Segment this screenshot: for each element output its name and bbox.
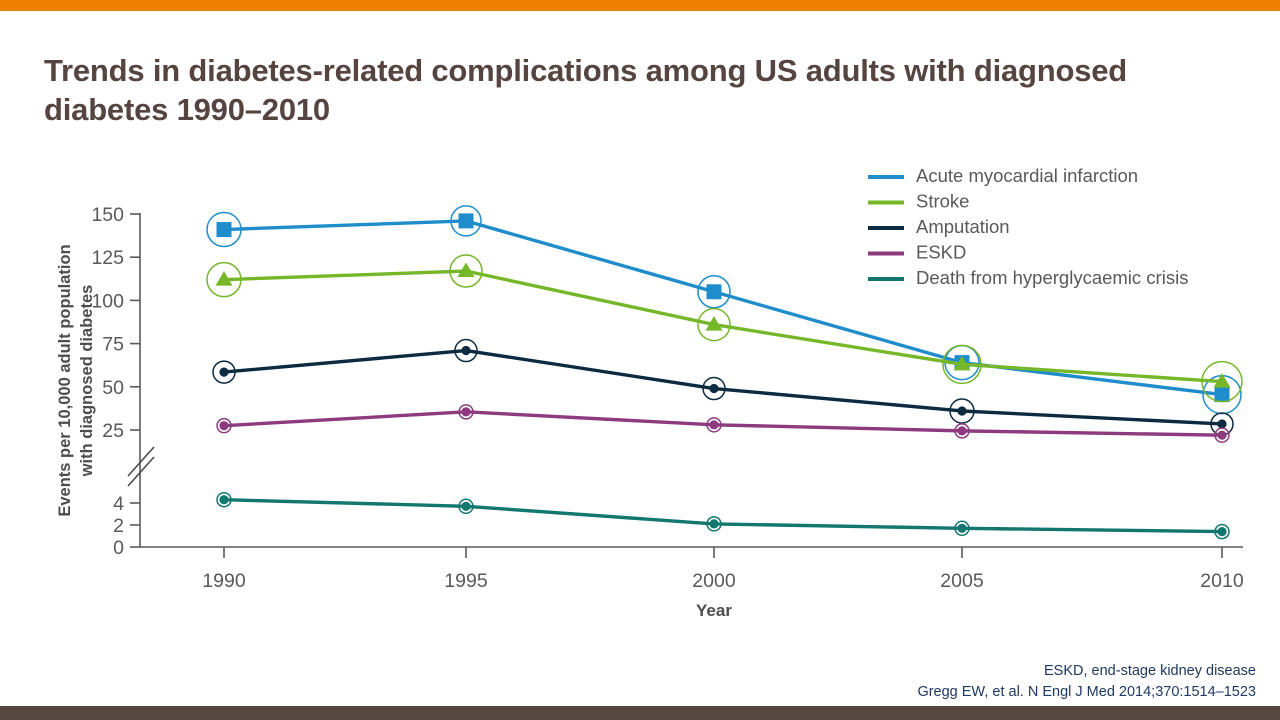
legend-item-2: Stroke	[868, 190, 969, 211]
data-point-marker	[953, 355, 971, 371]
bottom-accent-bar	[0, 706, 1280, 720]
confidence-interval-ring	[942, 344, 982, 385]
data-point-marker	[461, 345, 471, 356]
data-point-marker	[1217, 419, 1227, 429]
chart-axis-titles: Year Events per 10,000 adult population wi…	[56, 244, 732, 620]
footnotes: ESKD, end-stage kidney disease Gregg EW,…	[917, 661, 1256, 702]
confidence-interval-ring	[450, 205, 482, 237]
data-point-marker	[1214, 387, 1230, 403]
chart-legend: Acute myocardial infarction Stroke Amputat…	[868, 165, 1188, 288]
confidence-interval-ring	[1201, 360, 1243, 403]
legend-label: Stroke	[916, 190, 969, 211]
data-point-marker	[957, 426, 967, 436]
y-tick-label: 50	[102, 377, 124, 399]
x-tick-label: 2010	[1200, 570, 1244, 592]
confidence-interval-ring	[954, 423, 970, 439]
chart-series-3	[212, 338, 1234, 436]
data-point-marker	[461, 407, 471, 417]
top-accent-bar	[0, 0, 1280, 11]
y-tick-label: 4	[113, 493, 124, 515]
confidence-interval-ring	[458, 404, 474, 420]
confidence-interval-ring	[954, 520, 970, 537]
confidence-interval-ring	[449, 254, 483, 288]
legend-label: Death from hyperglycaemic crisis	[916, 267, 1188, 288]
legend-label: ESKD	[916, 241, 966, 262]
data-point-marker	[957, 523, 967, 533]
y-tick-label: 100	[91, 290, 124, 312]
series-line	[222, 348, 1224, 426]
chart-series-4	[216, 404, 1230, 443]
footnote-abbreviation: ESKD, end-stage kidney disease	[1044, 663, 1256, 679]
data-point-marker	[957, 406, 967, 416]
data-point-marker	[216, 222, 232, 238]
legend-label: Acute myocardial infarction	[916, 165, 1138, 186]
y-axis-title-line2: with diagnosed diabetes	[78, 285, 96, 478]
confidence-interval-ring	[1214, 523, 1230, 540]
confidence-interval-ring	[697, 275, 731, 309]
confidence-interval-ring	[697, 307, 731, 342]
confidence-interval-ring	[212, 360, 236, 384]
confidence-interval-ring	[454, 338, 478, 363]
confidence-interval-ring	[458, 498, 474, 515]
y-tick-label: 150	[91, 204, 124, 226]
y-tick-label: 25	[102, 420, 124, 442]
data-point-marker	[1217, 430, 1227, 440]
line-chart: Acute myocardial infarction Stroke Amputat…	[56, 165, 1244, 620]
x-tick-label: 2005	[940, 570, 984, 592]
x-tick-label: 2000	[692, 570, 736, 592]
confidence-interval-ring	[216, 417, 232, 434]
legend-item-4: ESKD	[868, 241, 966, 262]
data-point-marker	[706, 284, 722, 300]
data-point-marker	[709, 383, 719, 394]
page-title: Trends in diabetes-related complications…	[44, 52, 1128, 128]
confidence-interval-ring	[216, 491, 232, 508]
data-point-marker	[461, 501, 471, 511]
confidence-interval-ring	[206, 211, 242, 248]
axis-break-icon	[127, 446, 155, 487]
legend-label: Amputation	[916, 216, 1010, 237]
confidence-interval-ring	[1214, 427, 1230, 443]
data-point-marker	[705, 316, 723, 331]
data-point-marker	[219, 367, 229, 377]
data-point-marker	[219, 495, 229, 505]
y-tick-label: 75	[102, 334, 124, 356]
chart-series-5	[216, 491, 1230, 540]
legend-item-1: Acute myocardial infarction	[868, 165, 1138, 186]
x-tick-label: 1995	[444, 570, 488, 592]
chart-series	[206, 205, 1243, 540]
data-point-marker	[1213, 373, 1231, 388]
series-line	[222, 498, 1224, 534]
y-tick-label: 0	[113, 537, 124, 559]
confidence-interval-ring	[206, 261, 242, 298]
data-point-marker	[215, 271, 233, 286]
confidence-interval-ring	[702, 376, 726, 401]
x-tick-label: 1990	[202, 570, 246, 592]
data-point-marker	[709, 519, 719, 529]
data-point-marker	[219, 421, 229, 431]
chart-series-1	[206, 205, 1242, 415]
legend-item-3: Amputation	[868, 216, 1010, 237]
y-tick-label: 2	[113, 515, 124, 537]
chart-series-2	[206, 254, 1243, 403]
confidence-interval-ring	[706, 417, 722, 433]
data-point-marker	[458, 213, 474, 229]
series-line	[222, 219, 1224, 397]
confidence-interval-ring	[706, 516, 722, 532]
footnote-citation: Gregg EW, et al. N Engl J Med 2014;370:1…	[917, 683, 1256, 700]
data-point-marker	[457, 262, 475, 278]
data-point-marker	[1217, 527, 1227, 537]
y-tick-label: 125	[91, 247, 124, 269]
y-axis-title-line1: Events per 10,000 adult population	[56, 244, 74, 516]
data-point-marker	[709, 420, 719, 430]
x-axis-title: Year	[696, 601, 732, 620]
legend-item-5: Death from hyperglycaemic crisis	[868, 267, 1188, 288]
chart-axes: 150 125 100 75 50 25 420 1990 1995 2000 2005 2010	[91, 204, 1243, 592]
confidence-interval-ring	[949, 398, 975, 424]
